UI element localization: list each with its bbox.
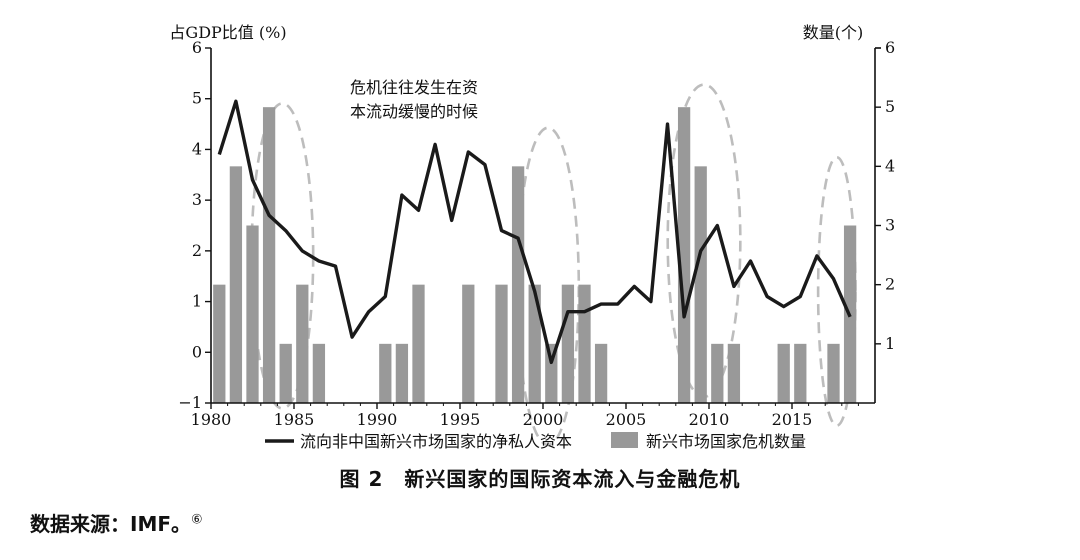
annotation-line-2: 本流动缓慢的时候 bbox=[350, 102, 478, 121]
crisis-bar-2009 bbox=[694, 166, 707, 403]
x-tick-label-2015: 2015 bbox=[772, 410, 813, 429]
crisis-bar-1998 bbox=[511, 166, 525, 403]
left-tick-label-7: 6 bbox=[192, 38, 202, 57]
right-tick-label-0: 1 bbox=[885, 334, 895, 353]
crisis-bar-2003 bbox=[594, 343, 608, 403]
crisis-bar-2010 bbox=[711, 343, 724, 403]
crisis-bar-1983 bbox=[262, 107, 276, 404]
left-tick-label-5: 4 bbox=[192, 139, 202, 158]
legend-bar-label: 新兴市场国家危机数量 bbox=[646, 432, 806, 451]
left-tick-label-1: 0 bbox=[192, 342, 202, 361]
crisis-bar-2015 bbox=[794, 343, 807, 403]
left-tick-label-0: −1 bbox=[178, 393, 202, 412]
x-tick-label-1990: 1990 bbox=[357, 410, 398, 429]
crisis-bar-2017 bbox=[827, 343, 840, 403]
left-axis-label: 占GDP比值 (%) bbox=[169, 23, 286, 42]
crisis-bar-1990 bbox=[379, 343, 392, 403]
crisis-bar-2008 bbox=[677, 107, 691, 404]
chart-axes bbox=[210, 48, 876, 404]
crisis-bar-2011 bbox=[727, 343, 741, 403]
crisis-bar-1997 bbox=[495, 284, 508, 403]
left-tick-label-6: 5 bbox=[192, 89, 202, 108]
figure-title: 图 2 新兴国家的国际资本流入与金融危机 bbox=[339, 467, 741, 491]
right-tick-label-1: 2 bbox=[885, 275, 895, 294]
crisis-bar-1999 bbox=[528, 284, 541, 403]
right-tick-label-5: 6 bbox=[885, 38, 895, 57]
crisis-bar-1982 bbox=[246, 225, 259, 403]
crisis-bar-2002 bbox=[578, 284, 591, 403]
crisis-bar-1986 bbox=[312, 343, 326, 403]
left-tick-label-2: 1 bbox=[192, 292, 202, 311]
footnote-marker: ⑥ bbox=[191, 512, 203, 528]
axis-ticks: −1 0 1 2 3 4 5 6 1 2 3 4 5 6 1980 1985 1990 1995 2000 2005 2… bbox=[178, 38, 895, 429]
crisis-bars bbox=[213, 107, 857, 404]
legend-line-label: 流向非中国新兴市场国家的净私人资本 bbox=[300, 432, 572, 451]
left-tick-label-3: 2 bbox=[192, 241, 202, 260]
annotation-line-1: 危机往往发生在资 bbox=[350, 78, 478, 97]
x-tick-label-1980: 1980 bbox=[191, 410, 232, 429]
crisis-bar-2014 bbox=[777, 343, 790, 403]
crisis-bar-1980 bbox=[213, 284, 226, 403]
x-tick-label-2010: 2010 bbox=[689, 410, 730, 429]
legend: 流向非中国新兴市场国家的净私人资本 新兴市场国家危机数量 bbox=[265, 432, 806, 451]
crisis-bar-1981 bbox=[229, 166, 243, 403]
right-axis-label: 数量(个) bbox=[803, 23, 864, 42]
crisis-bar-1992 bbox=[412, 284, 425, 403]
x-tick-label-2005: 2005 bbox=[606, 410, 647, 429]
crisis-bar-1995 bbox=[462, 284, 475, 403]
right-tick-label-2: 3 bbox=[885, 216, 895, 235]
data-source: 数据来源：IMF。⑥ bbox=[30, 508, 203, 537]
right-tick-label-4: 5 bbox=[885, 97, 895, 116]
crisis-bar-1985 bbox=[296, 284, 309, 403]
data-source-label: 数据来源：IMF。 bbox=[30, 512, 192, 536]
crisis-bar-1984 bbox=[279, 343, 292, 403]
legend-bar-swatch bbox=[611, 432, 638, 448]
capital-flow-line bbox=[217, 99, 852, 365]
x-tick-label-1985: 1985 bbox=[274, 410, 315, 429]
left-tick-label-4: 3 bbox=[192, 190, 202, 209]
crisis-bar-1991 bbox=[395, 343, 409, 403]
crisis-bar-2000 bbox=[545, 343, 558, 403]
crisis-bar-2001 bbox=[561, 284, 575, 403]
x-tick-label-2000: 2000 bbox=[523, 410, 564, 429]
right-tick-label-3: 4 bbox=[885, 156, 895, 175]
x-tick-label-1995: 1995 bbox=[440, 410, 481, 429]
